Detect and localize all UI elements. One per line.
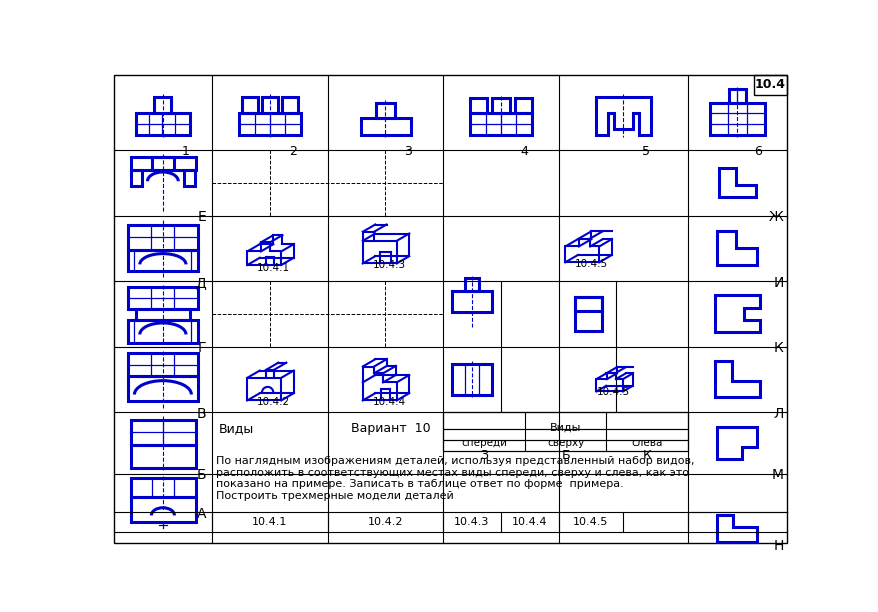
Text: 2: 2 [289, 145, 297, 158]
Bar [262, 97, 277, 113]
Text: По наглядным изображениям деталей, используя представленный набор видов,
располо: По наглядным изображениям деталей, испол… [216, 456, 694, 501]
Bar [128, 250, 198, 271]
Text: 10.4.2: 10.4.2 [257, 397, 290, 407]
Text: 10.4.1: 10.4.1 [252, 517, 287, 528]
Bar [136, 113, 190, 135]
Bar [470, 98, 486, 113]
Text: спереди: спереди [460, 438, 507, 449]
Bar [491, 98, 509, 113]
Text: 10.4.3: 10.4.3 [372, 260, 406, 270]
Bar [136, 309, 190, 320]
Bar [443, 440, 687, 451]
Text: 10.4.4: 10.4.4 [372, 397, 406, 407]
Bar [155, 97, 171, 113]
Text: Л: Л [773, 407, 782, 421]
Text: сверху: сверху [546, 438, 584, 449]
Bar [470, 113, 531, 135]
Text: М: М [771, 468, 782, 482]
Bar [282, 97, 298, 113]
Bar [131, 478, 196, 497]
Bar [128, 225, 198, 250]
Text: Б: Б [561, 449, 569, 462]
Text: 10.4.4: 10.4.4 [511, 517, 546, 528]
Bar [131, 157, 196, 171]
Bar [728, 89, 745, 103]
Bar [753, 75, 787, 95]
Bar [239, 113, 300, 135]
Text: З: З [479, 449, 487, 462]
Bar [574, 297, 601, 330]
Text: Вариант  10: Вариант 10 [350, 422, 430, 435]
Text: А: А [197, 507, 205, 521]
Text: 10.4.5: 10.4.5 [574, 259, 608, 269]
Bar [152, 157, 174, 171]
Text: 10.4.5: 10.4.5 [596, 387, 630, 397]
Text: 4: 4 [520, 145, 528, 158]
Text: Д: Д [195, 276, 205, 290]
Bar [443, 412, 687, 451]
Bar [574, 297, 601, 311]
Text: 10.4: 10.4 [754, 78, 785, 91]
Bar [451, 364, 491, 395]
Text: 10.4.3: 10.4.3 [453, 517, 489, 528]
Text: К: К [773, 341, 782, 356]
Bar [443, 412, 687, 429]
Text: Б: Б [196, 468, 205, 482]
Bar [443, 429, 687, 440]
Bar [184, 171, 195, 186]
Text: Ж: Ж [767, 211, 782, 225]
Bar [128, 320, 198, 343]
Text: 5: 5 [642, 145, 650, 158]
Bar [376, 103, 394, 118]
Text: 1: 1 [182, 145, 190, 158]
Bar [128, 353, 198, 376]
Bar [242, 97, 257, 113]
Bar [131, 444, 196, 468]
Text: 6: 6 [753, 145, 761, 158]
Text: И: И [773, 276, 782, 290]
Text: Г: Г [198, 341, 205, 356]
Bar [131, 497, 196, 521]
Bar [360, 118, 410, 135]
Bar [131, 171, 142, 186]
Text: Виды: Виды [550, 422, 580, 432]
Text: К: К [642, 449, 651, 462]
Text: слева: слева [630, 438, 662, 449]
Bar [128, 288, 198, 309]
Bar [451, 291, 491, 312]
Bar [128, 376, 198, 401]
Text: Н: Н [773, 539, 782, 553]
Bar [464, 278, 478, 291]
Text: В: В [196, 407, 205, 421]
Text: 10.4.2: 10.4.2 [367, 517, 403, 528]
Bar [709, 103, 764, 135]
Text: Е: Е [197, 211, 205, 225]
Text: Виды: Виды [218, 422, 253, 435]
Bar [515, 98, 531, 113]
Text: 3: 3 [404, 145, 412, 158]
Bar [131, 420, 196, 444]
Text: 10.4.5: 10.4.5 [572, 517, 608, 528]
Text: 10.4.1: 10.4.1 [257, 263, 290, 273]
